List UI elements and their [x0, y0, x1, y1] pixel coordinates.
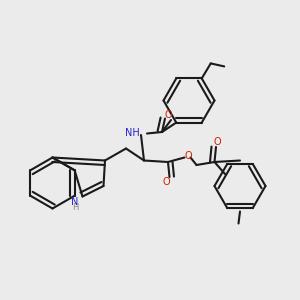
Text: O: O: [184, 151, 192, 161]
Text: O: O: [163, 177, 170, 188]
Text: O: O: [214, 136, 221, 147]
Text: N: N: [71, 197, 79, 207]
Text: H: H: [72, 202, 78, 211]
Text: NH: NH: [124, 128, 140, 139]
Text: O: O: [164, 110, 172, 120]
